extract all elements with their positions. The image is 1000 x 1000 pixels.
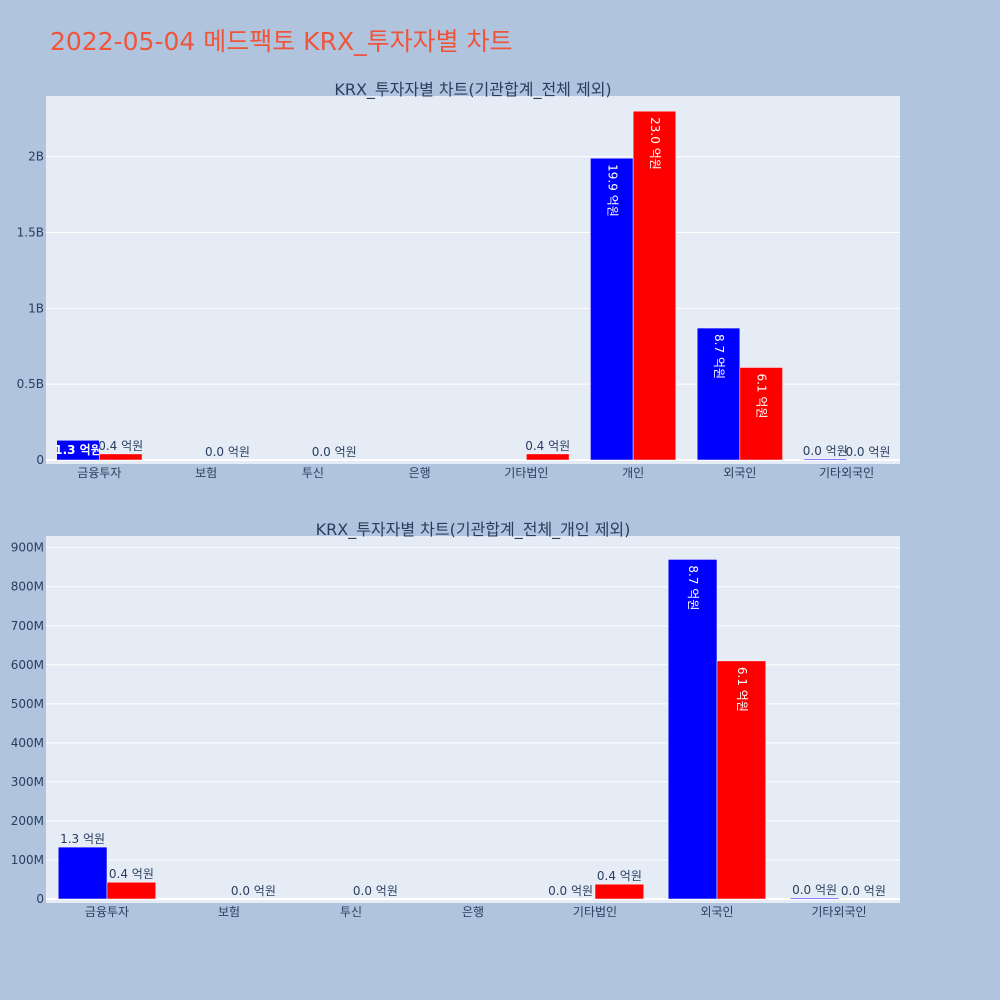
y-tick-label: 0 [36,892,44,906]
y-tick-label: 200M [11,814,44,828]
y-tick-label: 400M [11,736,44,750]
y-tick-label: 700M [11,619,44,633]
bar-data-label: 6.1 억원 [755,373,769,418]
bar [106,881,157,900]
x-tick-label: 보험 [218,905,240,919]
bar [789,897,840,900]
bar-data-label: 1.3 억원 [54,443,102,457]
y-tick-label: 600M [11,658,44,672]
x-tick-label: 투신 [302,466,324,480]
x-tick-label: 기타외국인 [811,905,866,919]
y-tick-label: 900M [11,541,44,555]
page-title: 2022-05-04 메드팩토 KRX_투자자별 차트 [50,27,513,56]
bar-data-label: 0.0 억원 [803,444,848,458]
bar [56,440,100,461]
chart-top: KRX_투자자별 차트(기관합계_전체 제외) 0 0.5B 1B 1.5B 2B 금융투자… [17,80,900,480]
bar [696,327,741,461]
bar-data-label: 8.7 억원 [712,334,726,379]
y-tick-label: 0.5B [17,377,44,391]
x-tick-label: 금융투자 [77,466,121,480]
chart-title: KRX_투자자별 차트(기관합계_전체 제외) [334,80,611,100]
x-tick-label: 투신 [340,905,362,919]
x-tick-label: 기타법인 [504,466,548,480]
y-tick-label: 1B [28,301,44,315]
y-tick-label: 100M [11,853,44,867]
bar [57,846,108,900]
bar [632,110,677,461]
bar-data-label: 0.0 억원 [845,445,890,459]
y-tick-label: 300M [11,775,44,789]
bar [99,453,143,461]
bar-data-label: 0.4 억원 [525,439,570,453]
bar [803,458,847,461]
y-tick-label: 0 [36,453,44,467]
x-tick-label: 은행 [409,465,431,480]
bar [716,660,767,900]
bar [739,367,783,461]
chart-title: KRX_투자자별 차트(기관합계_전체_개인 제외) [316,520,631,540]
bar-data-label: 0.0 억원 [312,445,357,459]
x-tick-label: 외국인 [723,466,756,480]
bar-data-label: 0.0 억원 [205,445,250,459]
bar-data-label: 0.4 억원 [597,869,642,883]
bar-data-label: 23.0 억원 [648,117,662,170]
bar-data-label: 0.4 억원 [109,867,154,881]
x-tick-label: 기타법인 [573,905,617,919]
plot-area [46,536,900,903]
y-tick-label: 2B [28,150,44,164]
bar-data-label: 0.0 억원 [231,884,276,898]
x-tick-label: 개인 [622,466,644,480]
chart-bottom: KRX_투자자별 차트(기관합계_전체_개인 제외) 0 100M 200M 300M 4… [11,520,900,919]
bar-data-label: 6.1 억원 [735,667,749,712]
bar-data-label: 19.9 억원 [605,164,619,217]
y-tick-label: 1.5B [17,226,44,240]
bar [526,453,570,461]
y-tick-label: 500M [11,697,44,711]
x-tick-label: 보험 [195,466,217,480]
bar-data-label: 8.7 억원 [686,565,700,610]
bar-data-label: 0.0 억원 [792,883,837,897]
bar-data-label: 1.3 억원 [60,832,105,846]
x-tick-label: 기타외국인 [819,466,874,480]
x-tick-label: 외국인 [700,905,733,919]
x-tick-label: 금융투자 [85,905,129,919]
bar-data-label: 0.4 억원 [98,439,143,453]
bar-data-label: 0.0 억원 [548,884,593,898]
bar [594,883,645,900]
bar-data-label: 0.0 억원 [841,884,886,898]
bar-data-label: 0.0 억원 [353,884,398,898]
y-tick-label: 800M [11,580,44,594]
x-tick-label: 은행 [462,904,484,919]
